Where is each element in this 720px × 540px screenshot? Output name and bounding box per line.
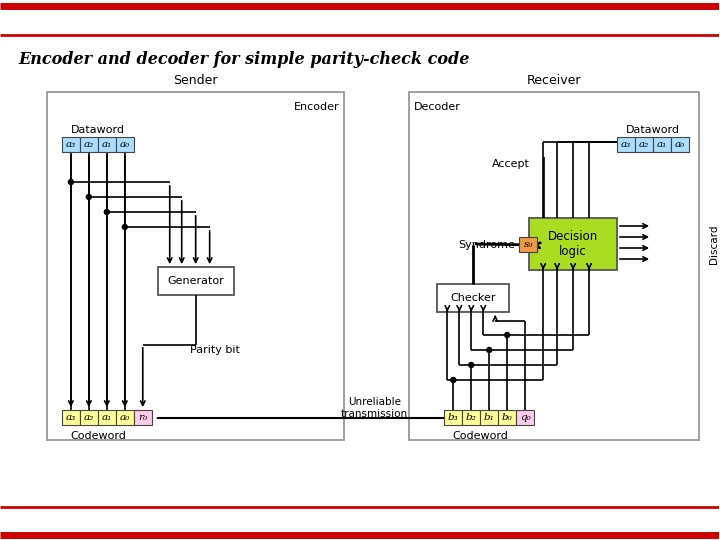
Text: a₁: a₁ [102, 140, 112, 149]
Circle shape [469, 362, 474, 368]
Text: a₃: a₃ [66, 140, 76, 149]
Text: Syndrome: Syndrome [459, 240, 516, 249]
FancyBboxPatch shape [116, 137, 134, 152]
Text: Encoder and decoder for simple parity-check code: Encoder and decoder for simple parity-ch… [18, 51, 469, 69]
FancyBboxPatch shape [134, 410, 152, 425]
Text: b₂: b₂ [466, 413, 477, 422]
Circle shape [122, 225, 127, 230]
FancyBboxPatch shape [116, 410, 134, 425]
Text: a₁: a₁ [657, 140, 667, 149]
FancyBboxPatch shape [80, 137, 98, 152]
Text: b₁: b₁ [484, 413, 495, 422]
Circle shape [487, 348, 492, 353]
Text: Codeword: Codeword [70, 431, 126, 441]
FancyBboxPatch shape [516, 410, 534, 425]
Text: Dataword: Dataword [71, 125, 125, 135]
FancyBboxPatch shape [671, 137, 689, 152]
Text: Codeword: Codeword [452, 431, 508, 441]
FancyBboxPatch shape [80, 410, 98, 425]
Text: a₂: a₂ [84, 413, 94, 422]
Text: Parity bit: Parity bit [190, 345, 240, 355]
FancyBboxPatch shape [62, 137, 80, 152]
Text: Sender: Sender [174, 73, 218, 86]
FancyBboxPatch shape [617, 137, 635, 152]
Text: a₂: a₂ [639, 140, 649, 149]
FancyBboxPatch shape [480, 410, 498, 425]
Text: a₂: a₂ [84, 140, 94, 149]
FancyBboxPatch shape [410, 92, 699, 440]
Text: s₀: s₀ [523, 240, 533, 249]
FancyBboxPatch shape [444, 410, 462, 425]
Text: Generator: Generator [167, 276, 224, 286]
FancyBboxPatch shape [47, 92, 344, 440]
FancyBboxPatch shape [62, 410, 80, 425]
FancyBboxPatch shape [437, 284, 509, 312]
Text: Accept: Accept [492, 159, 530, 169]
FancyBboxPatch shape [498, 410, 516, 425]
FancyBboxPatch shape [158, 267, 233, 295]
Text: Decoder: Decoder [414, 102, 462, 112]
Circle shape [505, 333, 510, 338]
Text: Decision
logic: Decision logic [548, 230, 598, 258]
Text: a₀: a₀ [120, 140, 130, 149]
Circle shape [104, 210, 109, 214]
Text: a₃: a₃ [66, 413, 76, 422]
Circle shape [86, 194, 91, 199]
Text: Discard: Discard [709, 224, 719, 264]
Text: Encoder: Encoder [294, 102, 339, 112]
FancyBboxPatch shape [529, 218, 617, 270]
Text: r₀: r₀ [138, 413, 148, 422]
Text: Dataword: Dataword [626, 125, 680, 135]
FancyBboxPatch shape [462, 410, 480, 425]
FancyBboxPatch shape [98, 137, 116, 152]
FancyBboxPatch shape [653, 137, 671, 152]
FancyBboxPatch shape [98, 410, 116, 425]
Text: q₀: q₀ [520, 413, 531, 422]
Text: b₀: b₀ [502, 413, 513, 422]
Text: b₃: b₃ [448, 413, 459, 422]
Text: a₀: a₀ [120, 413, 130, 422]
Text: Checker: Checker [451, 293, 496, 303]
Circle shape [451, 377, 456, 382]
Text: Receiver: Receiver [527, 73, 581, 86]
Text: a₁: a₁ [102, 413, 112, 422]
Text: a₀: a₀ [675, 140, 685, 149]
FancyBboxPatch shape [519, 237, 537, 252]
Text: Unreliable
transmission: Unreliable transmission [341, 397, 408, 419]
Circle shape [68, 179, 73, 185]
Text: a₃: a₃ [621, 140, 631, 149]
FancyBboxPatch shape [635, 137, 653, 152]
